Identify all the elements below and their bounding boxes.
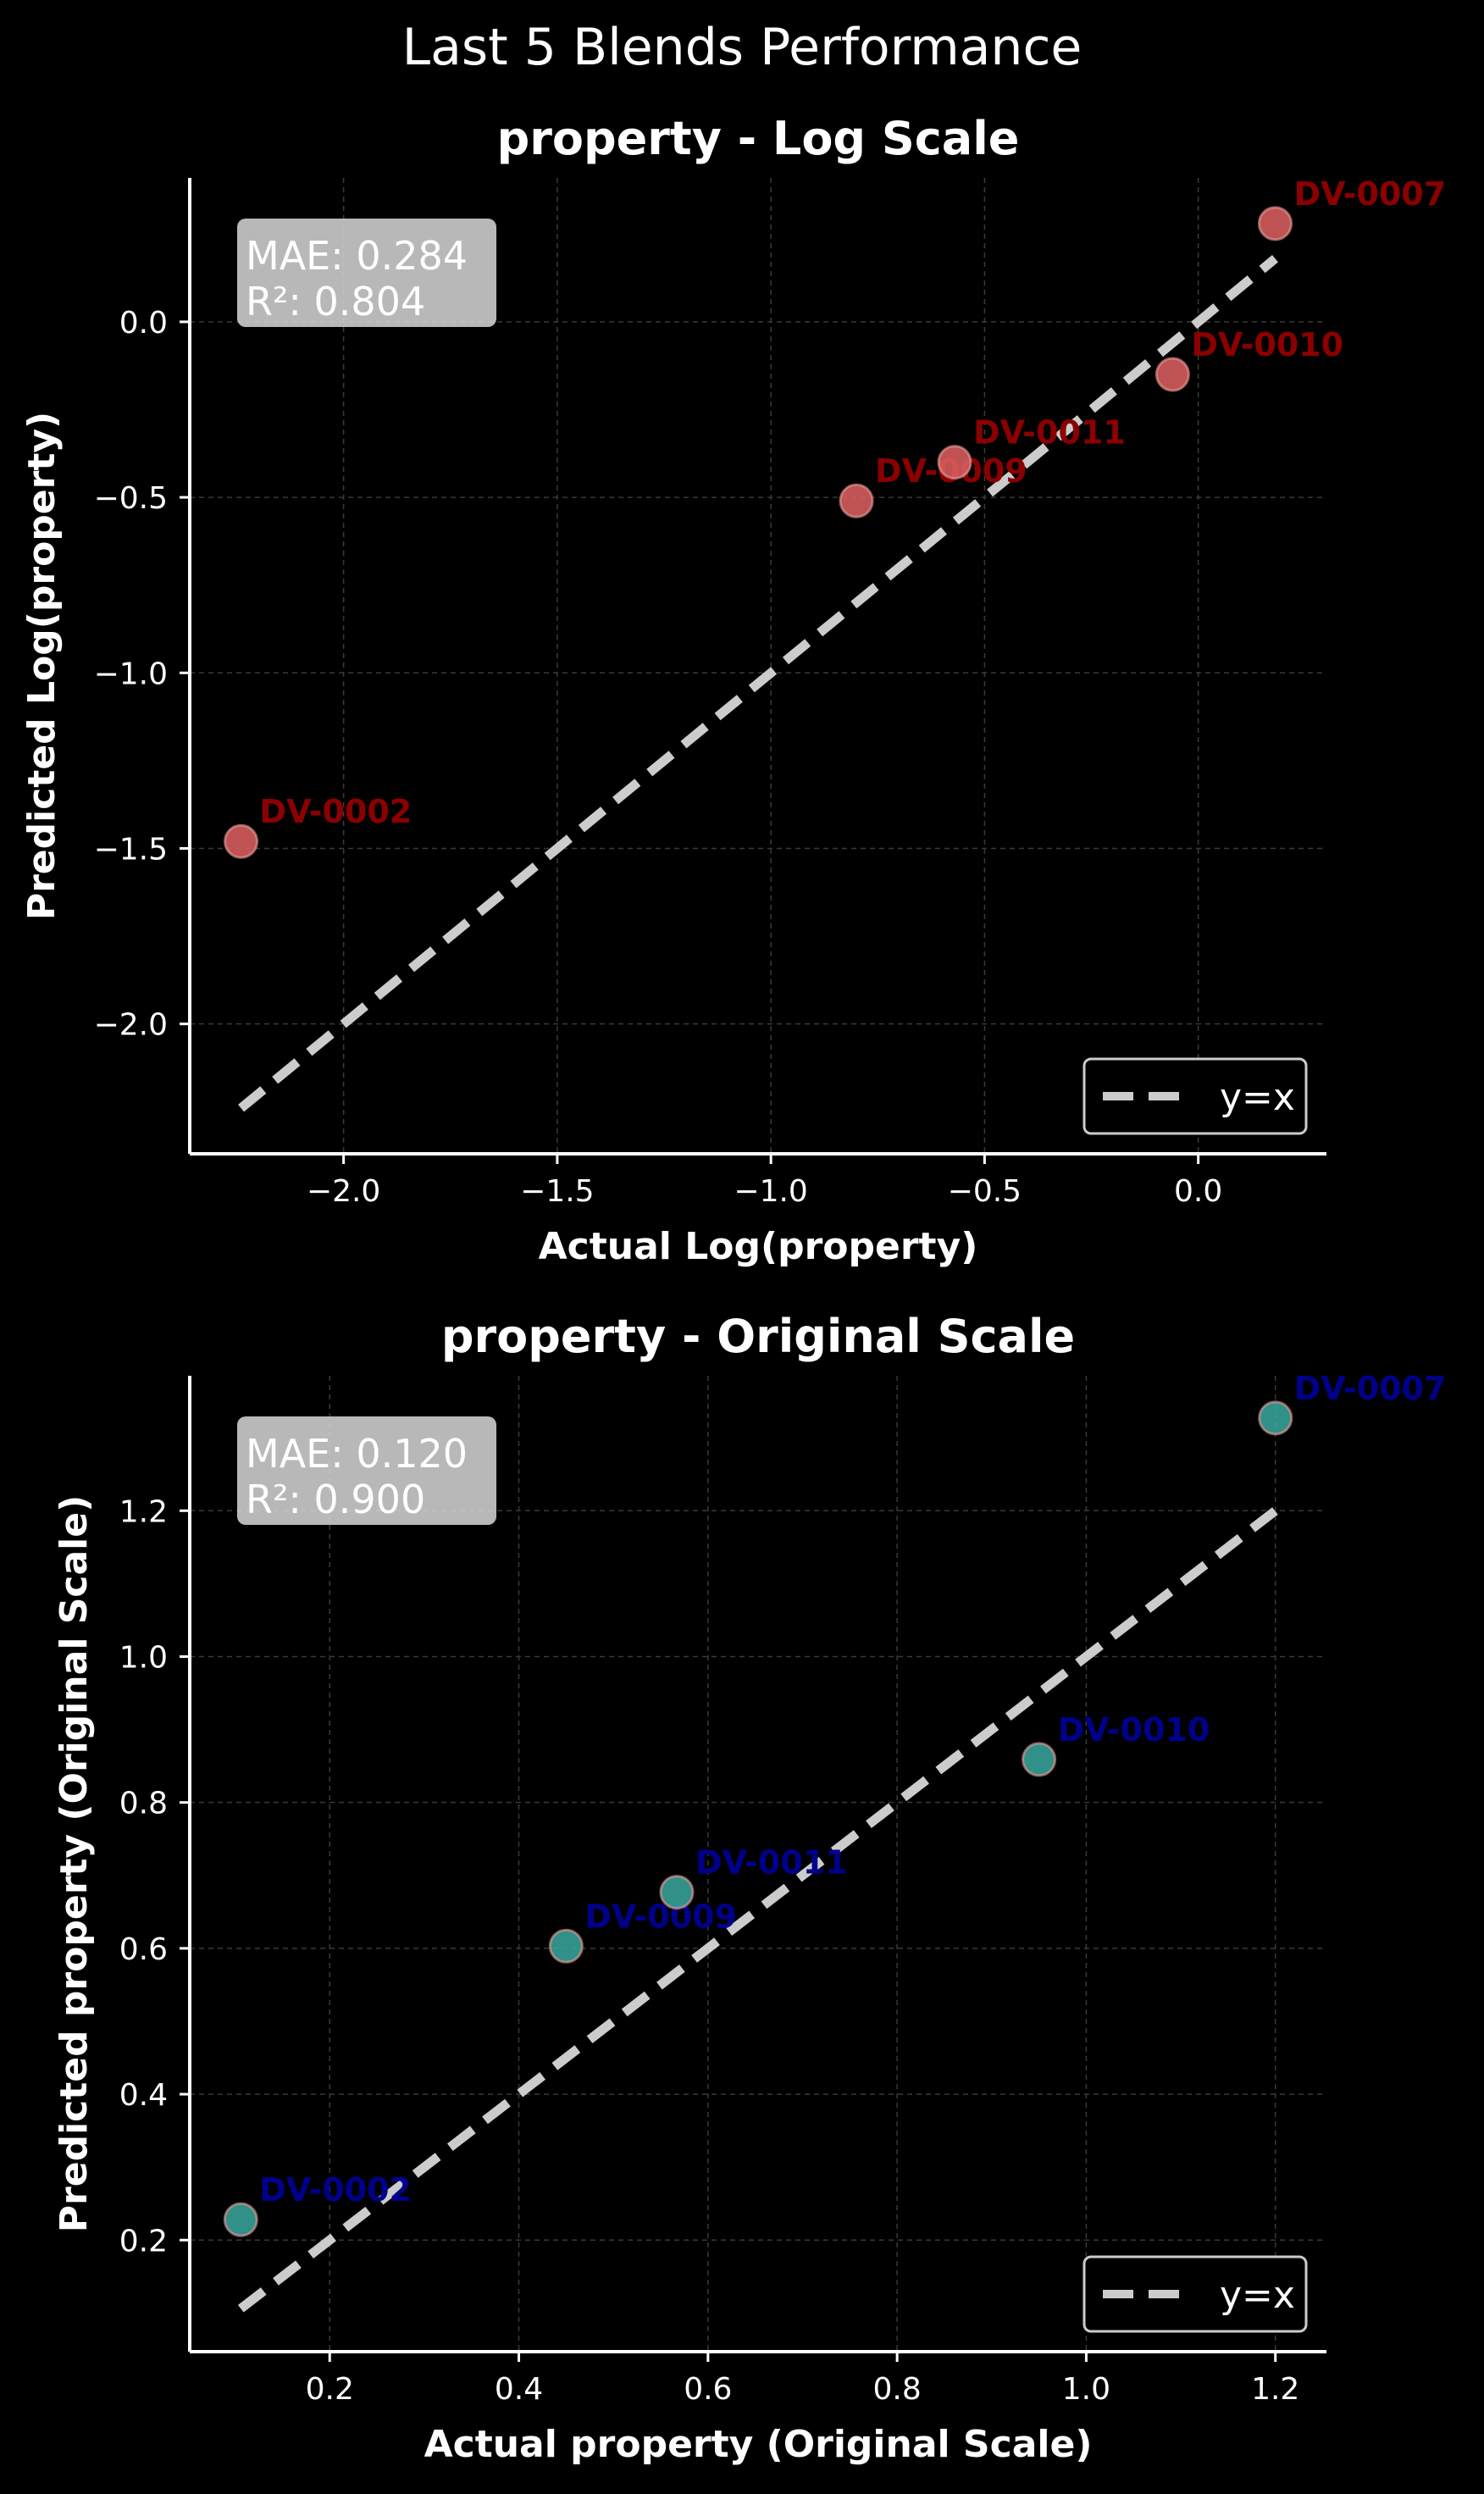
y-tick-label: 0.2 [119, 2224, 168, 2258]
legend-frame [1083, 2255, 1308, 2333]
y-tick-label: 0.0 [119, 306, 168, 341]
data-point-2 [937, 445, 972, 480]
data-point-1 [839, 483, 874, 518]
mae-text: MAE: 0.120 [246, 1431, 468, 1477]
data-point-label: DV-0011 [695, 1844, 848, 1882]
legend-frame [1083, 1057, 1308, 1135]
subplot-title: property - Original Scale [441, 1310, 1075, 1363]
y-tick-label: 0.8 [119, 1787, 168, 1821]
y-axis-label: Predicted property (Original Scale) [53, 1495, 96, 2232]
figure-title: Last 5 Blends Performance [402, 18, 1083, 77]
x-tick-label: 0.4 [495, 2372, 543, 2407]
r2-text: R²: 0.900 [246, 1477, 425, 1522]
x-tick-label: −1.0 [734, 1174, 807, 1209]
reference-line [238, 255, 1278, 1112]
data-point-label: DV-0002 [259, 2171, 412, 2209]
data-point-1 [548, 1928, 584, 1964]
y-tick-label: 0.4 [119, 2078, 168, 2113]
r2-text: R²: 0.804 [246, 279, 425, 324]
x-tick-label: −2.0 [307, 1174, 380, 1209]
legend: y=x [1083, 2255, 1308, 2333]
data-point-label: DV-0007 [1294, 1370, 1447, 1407]
stats-box-background [237, 219, 496, 327]
subplot-title: property - Log Scale [497, 112, 1020, 165]
legend: y=x [1083, 1057, 1308, 1135]
log-scale-panel: property - Log ScaleDV-0002DV-0009DV-001… [20, 112, 1446, 1268]
y-tick-label: 1.2 [119, 1494, 168, 1529]
data-point-label: DV-0009 [584, 1898, 737, 1935]
original-scale-panel: property - Original Scale DV-0002 DV-0009 D… [53, 1310, 1446, 2466]
legend-label: y=x [1220, 1076, 1295, 1119]
data-point-label: DV-0010 [1191, 326, 1343, 363]
data-point-0 [223, 2202, 258, 2237]
x-tick-label: 1.0 [1062, 2372, 1110, 2407]
y-tick-label: 1.0 [119, 1640, 168, 1675]
stats-box-background [237, 1416, 496, 1525]
data-point-3 [1022, 1742, 1057, 1777]
y-tick-label: 0.6 [119, 1932, 168, 1967]
data-point-label: DV-0007 [1293, 175, 1446, 213]
legend-label: y=x [1220, 2274, 1295, 2317]
data-point-3 [1155, 357, 1190, 392]
data-point-label: DV-0002 [260, 793, 413, 830]
data-point-2 [659, 1875, 695, 1910]
x-axis-label: Actual Log(property) [539, 1225, 978, 1268]
data-point-label: DV-0010 [1058, 1711, 1210, 1749]
data-point-0 [224, 823, 259, 859]
mae-text: MAE: 0.284 [246, 233, 468, 279]
y-tick-label: −0.5 [94, 481, 168, 516]
x-tick-label: 1.2 [1251, 2372, 1299, 2407]
x-axis-label: Actual property (Original Scale) [424, 2423, 1093, 2466]
x-tick-label: 0.0 [1174, 1174, 1222, 1209]
y-axis-label: Predicted Log(property) [20, 412, 64, 920]
x-tick-label: −0.5 [948, 1174, 1022, 1209]
x-tick-label: 0.6 [684, 2372, 732, 2407]
data-point-4 [1258, 1400, 1293, 1436]
data-point-label: DV-0011 [973, 414, 1126, 452]
x-tick-label: 0.8 [872, 2372, 921, 2407]
data-point-4 [1257, 206, 1293, 241]
y-tick-label: −2.0 [94, 1008, 168, 1043]
x-tick-label: 0.2 [306, 2372, 354, 2407]
x-tick-label: −1.5 [520, 1174, 594, 1209]
y-tick-label: −1.5 [94, 832, 168, 867]
y-tick-label: −1.0 [94, 657, 168, 691]
